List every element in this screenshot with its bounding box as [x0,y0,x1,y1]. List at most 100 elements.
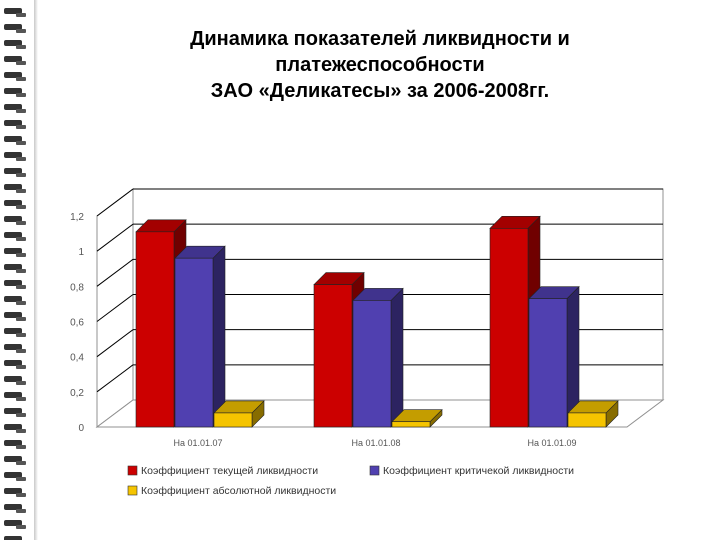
gridline-side [96,188,134,217]
binding-hole [16,429,26,433]
binding-ring [4,504,22,510]
binding-hole [16,445,26,449]
binding-ring [4,216,22,222]
binding-hole [16,173,26,177]
page-edge-shadow [34,0,38,540]
binding-hole [16,221,26,225]
binding-hole [16,77,26,81]
binding-hole [16,349,26,353]
binding-ring [4,392,22,398]
x-axis-ticks: На 01.01.07 На 01.01.08 На 01.01.09 [173,438,576,448]
gridline-side [96,258,134,287]
legend-swatch [369,465,380,476]
binding-hole [16,493,26,497]
binding-hole [16,333,26,337]
binding-hole [16,61,26,65]
legend-swatch [127,465,138,476]
chart-legend: Коэффициент текущей ликвидности Коэффицие… [127,465,574,497]
binding-ring [4,520,22,526]
binding-ring [4,88,22,94]
binding-hole [16,301,26,305]
binding-ring [4,72,22,78]
binding-hole [16,29,26,33]
bar [352,287,404,428]
binding-hole [16,317,26,321]
bar [567,400,619,428]
binding-hole [16,109,26,113]
binding-hole [16,477,26,481]
bar [174,245,226,428]
gridline-side [96,294,134,322]
binding-ring [4,232,22,238]
binding-hole [16,45,26,49]
binding-ring [4,200,22,206]
binding-hole [16,189,26,193]
binding-ring [4,456,22,462]
binding-hole [16,125,26,129]
legend-swatch [127,485,138,496]
binding-ring [4,424,22,430]
binding-ring [4,264,22,270]
legend-label: Коэффициент критичекой ликвидности [383,465,574,477]
chart-bars [135,215,619,428]
slide-title: Динамика показателей ликвидности и плате… [190,28,570,102]
binding-ring [4,296,22,302]
binding-hole [16,285,26,289]
binding-hole [16,397,26,401]
binding-ring [4,168,22,174]
binding-ring [4,184,22,190]
gridline-side [96,364,134,393]
binding-ring [4,312,22,318]
binding-ring [4,280,22,286]
y-tick-label: 0,6 [70,318,84,329]
bar [391,409,443,428]
binding-ring [4,360,22,366]
y-tick-label: 1 [78,247,84,258]
binding-ring [4,24,22,30]
binding-ring [4,344,22,350]
gridline-side [96,329,134,358]
y-tick-label: 0 [78,423,84,434]
binding-hole [16,253,26,257]
x-tick-label: На 01.01.07 [173,438,222,448]
binding-ring [4,56,22,62]
binding-hole [16,461,26,465]
binding-hole [16,269,26,273]
binding-ring [4,120,22,126]
binding-ring [4,104,22,110]
binding-hole [16,237,26,241]
binding-ring [4,8,22,14]
binding-hole [16,13,26,17]
y-tick-label: 0,8 [70,282,84,293]
binding-ring [4,376,22,382]
binding-ring [4,328,22,334]
binding-ring [4,472,22,478]
binding-ring [4,248,22,254]
legend-label: Коэффициент текущей ликвидности [141,465,318,477]
bar [213,400,265,428]
binding-hole [16,413,26,417]
binding-ring [4,152,22,158]
spiral-binding [0,0,34,545]
binding-ring [4,408,22,414]
binding-ring [4,136,22,142]
binding-hole [16,157,26,161]
binding-ring [4,40,22,46]
y-tick-label: 0,4 [70,353,84,364]
binding-hole [16,205,26,209]
gridline-side [96,223,134,252]
binding-ring [4,488,22,494]
binding-ring [4,440,22,446]
y-tick-label: 0,2 [70,388,84,399]
binding-hole [16,525,26,529]
binding-rings [4,8,26,545]
bar [528,285,580,428]
legend-label: Коэффициент абсолютной ликвидности [141,485,336,497]
binding-hole [16,381,26,385]
binding-hole [16,141,26,145]
binding-hole [16,93,26,97]
binding-hole [16,365,26,369]
y-axis-ticks: 0 0,2 0,4 0,6 0,8 1 1,2 [70,212,84,434]
y-tick-label: 1,2 [70,212,84,223]
